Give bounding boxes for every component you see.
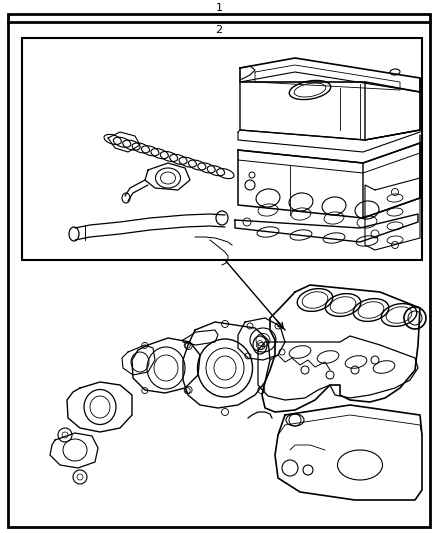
- Text: 2: 2: [215, 25, 223, 35]
- Bar: [22, 38, 422, 260]
- Text: 1: 1: [215, 3, 223, 13]
